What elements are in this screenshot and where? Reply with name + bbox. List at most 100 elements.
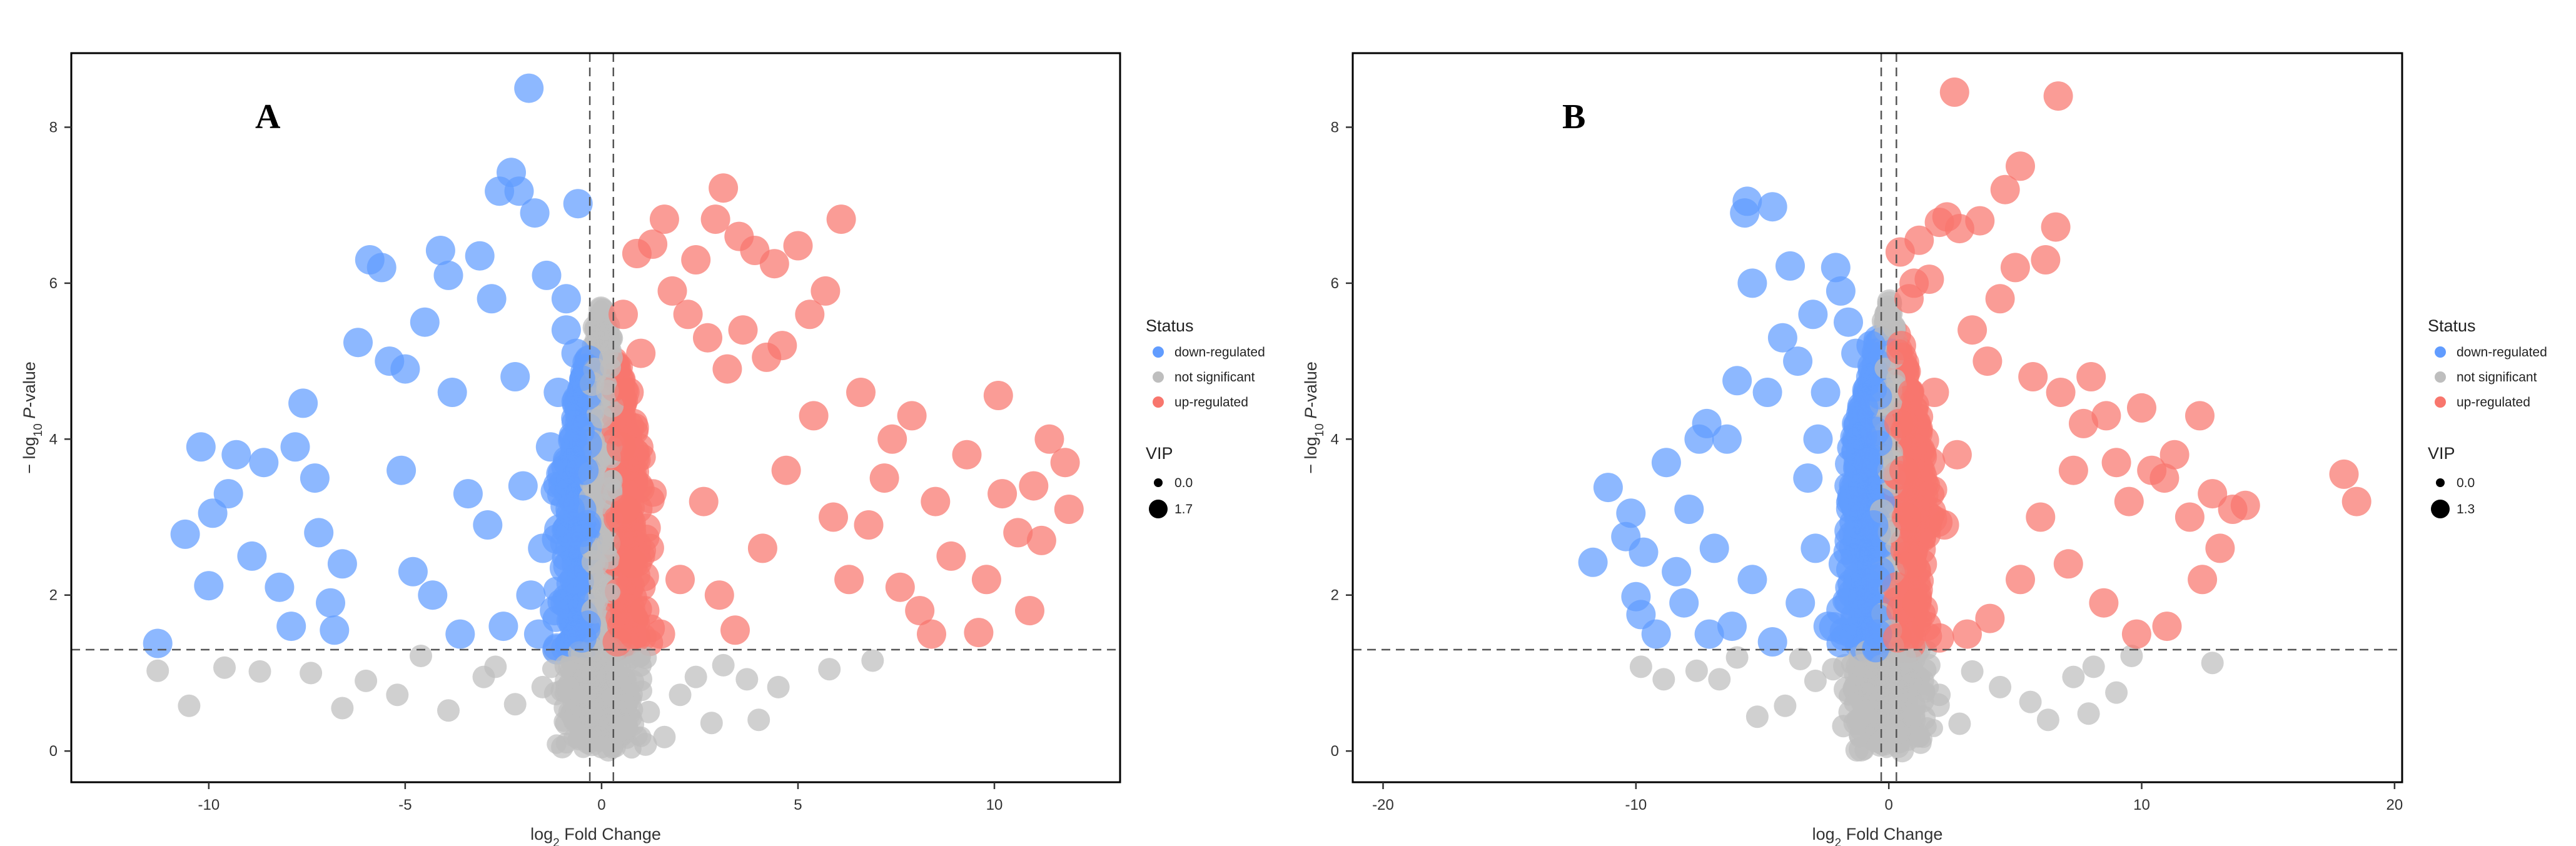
data-point-up bbox=[1914, 264, 1944, 295]
y-axis-label: − log10 P-value bbox=[20, 361, 45, 474]
data-point-up bbox=[2006, 565, 2035, 595]
y-axis-label-suffix: -value bbox=[20, 361, 39, 408]
y-axis-label-prefix: − log bbox=[1301, 436, 1320, 473]
data-point-up bbox=[2076, 362, 2106, 391]
data-point-ns bbox=[2019, 690, 2042, 713]
data-point-down bbox=[445, 619, 475, 649]
data-point-ns bbox=[1832, 715, 1855, 738]
data-point-down bbox=[425, 236, 455, 265]
data-point-up bbox=[2089, 588, 2119, 618]
dense-point-ns bbox=[632, 648, 651, 667]
data-point-up bbox=[771, 455, 801, 485]
data-point-up bbox=[897, 401, 927, 431]
data-point-up bbox=[795, 300, 825, 330]
data-point-ns bbox=[386, 683, 409, 707]
data-point-down bbox=[1801, 533, 1831, 563]
data-point-up bbox=[618, 549, 648, 579]
data-point-down bbox=[198, 498, 228, 528]
panel-letter: B bbox=[1562, 98, 1585, 136]
x-axis-label-sub: 2 bbox=[553, 837, 560, 846]
data-point-down bbox=[508, 471, 538, 501]
data-point-up bbox=[1003, 518, 1033, 548]
data-point-ns bbox=[2062, 665, 2085, 688]
data-point-ns bbox=[1789, 648, 1812, 670]
data-point-down bbox=[1757, 192, 1787, 222]
data-point-down bbox=[1669, 588, 1699, 618]
dense-point-ns bbox=[1899, 672, 1924, 697]
data-point-down bbox=[1793, 463, 1823, 493]
dense-point-ns bbox=[599, 476, 623, 501]
y-axis-label-sub: 10 bbox=[32, 423, 45, 436]
y-tick-label: 8 bbox=[1331, 119, 1339, 136]
y-tick-label: 0 bbox=[1331, 743, 1339, 760]
data-point-ns bbox=[146, 659, 169, 682]
legend-status-swatch bbox=[1153, 346, 1164, 358]
data-point-down bbox=[1775, 251, 1805, 281]
data-point-up bbox=[759, 249, 789, 279]
data-point-up bbox=[846, 378, 876, 407]
dense-point-up bbox=[1897, 379, 1923, 405]
data-point-down bbox=[540, 596, 570, 626]
data-point-down bbox=[1798, 300, 1828, 330]
data-point-ns bbox=[551, 735, 574, 758]
data-point-up bbox=[673, 300, 703, 330]
data-point-ns bbox=[669, 683, 692, 707]
data-point-up bbox=[1884, 408, 1914, 438]
data-point-up bbox=[2041, 212, 2071, 242]
data-point-ns bbox=[1685, 659, 1708, 682]
data-point-down bbox=[569, 455, 599, 485]
dense-point-ns bbox=[555, 669, 577, 692]
data-point-down bbox=[563, 189, 593, 219]
data-point-ns bbox=[1652, 668, 1675, 691]
data-point-ns bbox=[861, 649, 884, 672]
data-point-down bbox=[535, 432, 565, 462]
legend-status-title: Status bbox=[2428, 316, 2476, 335]
data-point-ns bbox=[531, 675, 554, 698]
data-point-up bbox=[704, 580, 734, 610]
data-point-ns bbox=[653, 725, 676, 748]
dense-point-ns bbox=[590, 405, 614, 429]
data-point-up bbox=[1054, 495, 1084, 524]
data-point-up bbox=[693, 323, 722, 353]
data-point-up bbox=[905, 596, 935, 626]
data-point-up bbox=[1919, 378, 1949, 407]
data-point-down bbox=[390, 354, 420, 384]
data-point-down bbox=[143, 628, 173, 658]
dense-point-ns bbox=[585, 686, 608, 710]
data-point-up bbox=[1990, 174, 2020, 204]
data-point-down bbox=[500, 362, 530, 391]
dense-point-ns bbox=[542, 660, 561, 678]
data-point-down bbox=[398, 556, 428, 587]
data-point-ns bbox=[1961, 660, 1984, 683]
data-point-ns bbox=[767, 675, 790, 698]
x-axis-label-sub: 2 bbox=[1835, 837, 1842, 846]
data-point-ns bbox=[1852, 700, 1875, 723]
legend-status-title: Status bbox=[1146, 316, 1194, 335]
data-point-down bbox=[551, 284, 581, 314]
legend-status-label: not significant bbox=[1174, 370, 1255, 385]
legend: Status down-regulated not significant up-re… bbox=[1146, 316, 1265, 518]
data-point-down bbox=[563, 525, 593, 555]
y-tick-label: 4 bbox=[49, 431, 58, 448]
data-point-up bbox=[964, 618, 994, 648]
y-tick-label: 4 bbox=[1331, 431, 1339, 448]
data-point-down bbox=[1828, 549, 1858, 579]
data-point-up bbox=[2341, 486, 2371, 516]
data-point-down bbox=[221, 440, 251, 470]
data-point-up bbox=[1985, 284, 2015, 314]
data-point-down bbox=[366, 253, 397, 283]
data-point-up bbox=[971, 565, 1001, 595]
data-point-up bbox=[665, 565, 695, 595]
dense-point-ns bbox=[602, 583, 620, 602]
data-point-down bbox=[543, 378, 573, 407]
data-point-ns bbox=[503, 693, 527, 716]
data-point-up bbox=[811, 276, 841, 306]
data-point-down bbox=[1849, 393, 1879, 423]
data-point-up bbox=[983, 381, 1013, 410]
data-point-down bbox=[437, 378, 467, 407]
data-point-ns bbox=[300, 662, 323, 685]
data-point-down bbox=[477, 284, 507, 314]
dense-point-ns bbox=[1854, 740, 1874, 760]
x-axis-label: log2 Fold Change bbox=[1812, 825, 1943, 846]
